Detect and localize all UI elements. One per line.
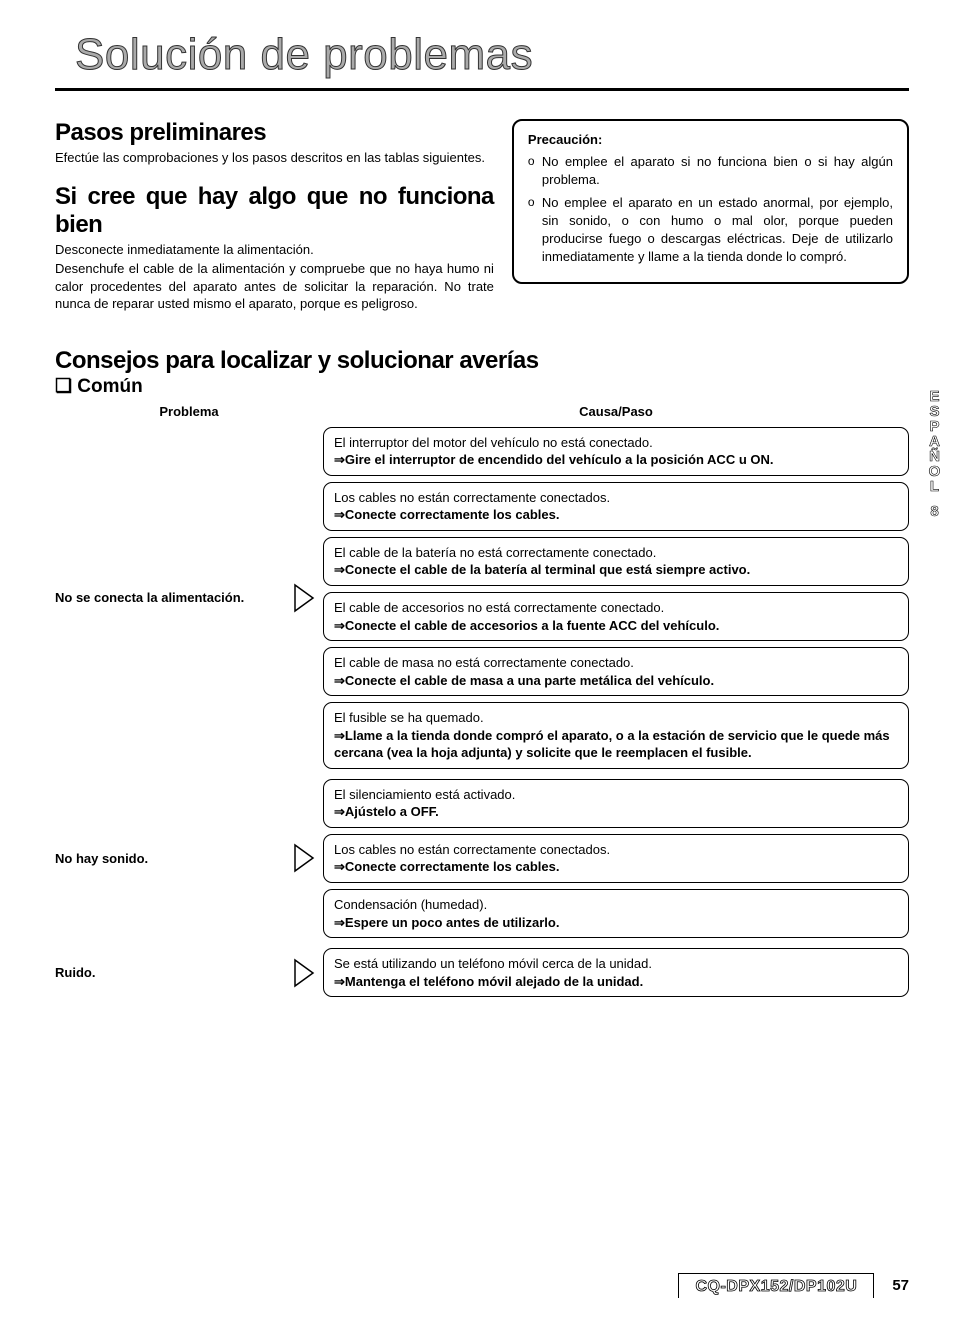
model-box: CQ-DPX152/DP102U: [678, 1273, 874, 1298]
caution-box: Precaución: No emplee el aparato si no f…: [512, 119, 909, 284]
section1-text: Efectúe las comprobaciones y los pasos d…: [55, 149, 494, 167]
section2-heading: Si cree que hay algo que no funciona bie…: [55, 183, 494, 239]
caution-item: No emplee el aparato en un estado anorma…: [528, 194, 893, 267]
section1-heading: Pasos preliminares: [55, 119, 494, 147]
cause-box: Se está utilizando un teléfono móvil cer…: [323, 948, 909, 997]
side-tab: ESPAÑOL 8: [927, 388, 942, 520]
title-rule: [55, 88, 909, 91]
cause-box: Los cables no están correctamente conect…: [323, 482, 909, 531]
cause-text: Los cables no están correctamente conect…: [334, 841, 898, 859]
arrow-cell: [285, 779, 323, 938]
triangle-icon: [293, 843, 315, 873]
cause-box: El fusible se ha quemado.⇒Llame a la tie…: [323, 702, 909, 769]
left-column: Pasos preliminares Efectúe las comprobac…: [55, 119, 494, 329]
causes-cell: Se está utilizando un teléfono móvil cer…: [323, 948, 909, 997]
cause-text: Condensación (humedad).: [334, 896, 898, 914]
cause-box: El interruptor del motor del vehículo no…: [323, 427, 909, 476]
section2-text1: Desconecte inmediatamente la alimentació…: [55, 241, 494, 259]
triangle-icon: [293, 583, 315, 613]
solution-text: ⇒Conecte el cable de accesorios a la fue…: [334, 617, 898, 635]
solution-text: ⇒Ajústelo a OFF.: [334, 803, 898, 821]
right-column: Precaución: No emplee el aparato si no f…: [512, 119, 909, 329]
side-lang: ESPAÑOL: [927, 388, 942, 493]
problem-cell: Ruido.: [55, 948, 285, 997]
problem-cell: No se conecta la alimentación.: [55, 427, 285, 769]
cause-box: Condensación (humedad).⇒Espere un poco a…: [323, 889, 909, 938]
table-row: No se conecta la alimentación. El interru…: [55, 427, 909, 769]
cause-text: El silenciamiento está activado.: [334, 786, 898, 804]
cause-text: El cable de la batería no está correctam…: [334, 544, 898, 562]
cause-text: El fusible se ha quemado.: [334, 709, 898, 727]
cause-box: El silenciamiento está activado.⇒Ajústel…: [323, 779, 909, 828]
caution-item: No emplee el aparato si no funciona bien…: [528, 153, 893, 189]
side-num: 8: [927, 503, 942, 520]
solution-text: ⇒Conecte correctamente los cables.: [334, 858, 898, 876]
section2-text2: Desenchufe el cable de la alimentación y…: [55, 260, 494, 313]
tips-heading: Consejos para localizar y solucionar ave…: [55, 347, 909, 375]
arrow-cell: [285, 948, 323, 997]
cause-text: El cable de masa no está correctamente c…: [334, 654, 898, 672]
cause-box: El cable de accesorios no está correctam…: [323, 592, 909, 641]
cause-text: El cable de accesorios no está correctam…: [334, 599, 898, 617]
page-number: 57: [892, 1277, 909, 1294]
solution-text: ⇒Conecte el cable de masa a una parte me…: [334, 672, 898, 690]
solution-text: ⇒Gire el interruptor de encendido del ve…: [334, 451, 898, 469]
cause-text: Los cables no están correctamente conect…: [334, 489, 898, 507]
caution-label: Precaución:: [528, 131, 893, 149]
cause-text: El interruptor del motor del vehículo no…: [334, 434, 898, 452]
triangle-icon: [293, 958, 315, 988]
solution-text: ⇒Conecte el cable de la batería al termi…: [334, 561, 898, 579]
model-text: CQ-DPX152/DP102U: [695, 1278, 857, 1295]
col-cause: Causa/Paso: [323, 404, 909, 419]
tips-subheading: ❏ Común: [55, 375, 909, 398]
table-row: No hay sonido. El silenciamiento está act…: [55, 779, 909, 938]
cause-box: El cable de masa no está correctamente c…: [323, 647, 909, 696]
caution-list: No emplee el aparato si no funciona bien…: [528, 153, 893, 266]
table-header: Problema Causa/Paso: [55, 404, 909, 419]
solution-text: ⇒Conecte correctamente los cables.: [334, 506, 898, 524]
causes-cell: El interruptor del motor del vehículo no…: [323, 427, 909, 769]
problem-cell: No hay sonido.: [55, 779, 285, 938]
cause-text: Se está utilizando un teléfono móvil cer…: [334, 955, 898, 973]
intro-columns: Pasos preliminares Efectúe las comprobac…: [55, 119, 909, 329]
troubleshoot-rows: No se conecta la alimentación. El interru…: [55, 427, 909, 997]
solution-text: ⇒Espere un poco antes de utilizarlo.: [334, 914, 898, 932]
footer: CQ-DPX152/DP102U 57: [678, 1273, 909, 1298]
table-row: Ruido. Se está utilizando un teléfono móv…: [55, 948, 909, 997]
solution-text: ⇒Mantenga el teléfono móvil alejado de l…: [334, 973, 898, 991]
page-title: Solución de problemas: [75, 30, 909, 80]
col-problem: Problema: [55, 404, 323, 419]
cause-box: El cable de la batería no está correctam…: [323, 537, 909, 586]
solution-text: ⇒Llame a la tienda donde compró el apara…: [334, 727, 898, 762]
cause-box: Los cables no están correctamente conect…: [323, 834, 909, 883]
causes-cell: El silenciamiento está activado.⇒Ajústel…: [323, 779, 909, 938]
arrow-cell: [285, 427, 323, 769]
